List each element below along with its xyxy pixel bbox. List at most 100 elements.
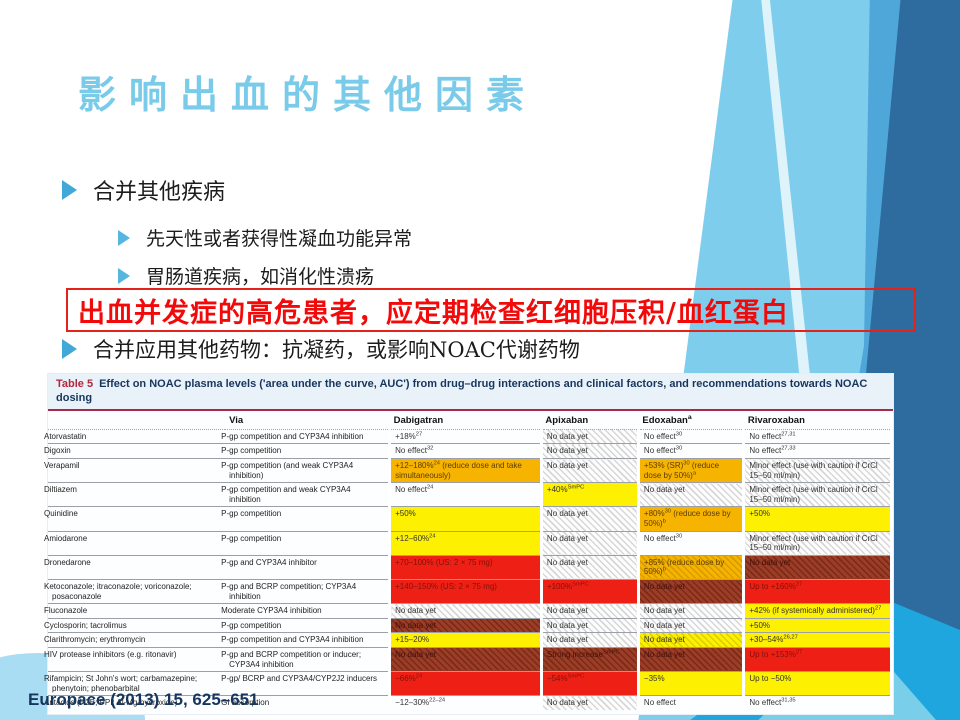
table-cell: No data yet (388, 617, 543, 633)
sub-bullet-coagulation: 先天性或者获得性凝血功能异常 (118, 224, 412, 251)
table-caption-label: Table 5 (56, 378, 94, 390)
bullet-arrow-icon (118, 229, 130, 246)
table-cell: No effect30 (636, 443, 746, 459)
table-row: Ketoconazole; itraconazole; voriconazole… (44, 579, 893, 604)
table-cell: P-gp competition and CYP3A4 inhibition (221, 431, 364, 441)
table-cell: No data yet (539, 506, 640, 532)
table-cell: No data yet (539, 429, 640, 444)
table-cell: P-gp competition and CYP3A4 inhibition (221, 632, 390, 648)
table-cell: P-gp competition and weak CYP3A4 inhibit… (221, 482, 390, 507)
table-cell: −35% (636, 671, 746, 696)
table-cell: P-gp competition (and weak CYP3A4 inhibi… (221, 458, 390, 483)
table-cell: +70–100% (US: 2 × 75 mg) (388, 554, 543, 580)
table-cell: No data yet (636, 579, 746, 604)
noac-interaction-table: Via Dabigatran Apixaban Edoxabana Rivaroxaba… (44, 410, 893, 710)
table-cell: No effect30 (636, 429, 746, 444)
table-cell: Verapamil (44, 458, 226, 483)
table-cell: No data yet (742, 554, 893, 580)
table-caption: Table 5 Effect on NOAC plasma levels ('ar… (48, 374, 893, 411)
table-cell: No effect (636, 695, 746, 710)
bullet-arrow-icon (62, 180, 77, 200)
table-cell: Amiodarone (44, 530, 226, 556)
table-row: Cyclosporin; tacrolimus P-gp competition N… (44, 617, 893, 633)
table-cell: No data yet (636, 632, 746, 648)
column-header: Apixaban (541, 410, 639, 430)
column-header: Edoxabana (638, 410, 744, 430)
table-cell: +12–60%24 (388, 530, 543, 556)
table-cell: P-gp competition (221, 443, 390, 459)
column-header: Rivaroxaban (743, 410, 892, 430)
alert-text: 出血并发症的高危患者，应定期检查红细胞压积/血红蛋白 (78, 297, 789, 329)
table-cell: No data yet (388, 646, 543, 672)
bullet-arrow-icon (62, 339, 77, 359)
table-cell: +50% (388, 506, 543, 532)
table-cell: Minor effect (use with caution if CrCl 1… (742, 530, 893, 556)
table-header-row: Via Dabigatran Apixaban Edoxabana Rivaroxaba… (48, 410, 892, 430)
table-cell: Atorvastatin (44, 431, 87, 441)
table-cell: GI absorption (221, 695, 390, 710)
table-cell: Quinidine (44, 506, 226, 532)
column-header (48, 410, 226, 430)
table-cell: Up to −50% (742, 671, 893, 696)
table-cell: Clarithromycin; erythromycin (44, 632, 226, 648)
table-cell: No effect27,31 (742, 429, 893, 444)
table-cell: P-gp competition (221, 506, 390, 532)
table-cell: +40%SmPC (539, 482, 640, 507)
table-cell: +80%30 (reduce dose by 50%)b (636, 506, 746, 532)
table-cell: Minor effect (use with caution if CrCl 1… (742, 482, 893, 507)
bullet-text: 先天性或者获得性凝血功能异常 (146, 228, 413, 250)
bullet-text: 合并应用其他药物：抗凝药，或影响NOAC代谢药物 (93, 338, 580, 362)
table-row: Quinidine P-gp competition +50% No data yet… (44, 506, 893, 532)
table-cell: +42% (if systemically administered)27 (742, 603, 893, 619)
bullet-text: 合并其他疾病 (93, 180, 226, 205)
table-cell: Dronedarone (44, 554, 226, 580)
table-cell: No data yet (539, 603, 640, 619)
table-cell: No data yet (539, 554, 640, 580)
table-row: Dronedarone P-gp and CYP3A4 inhibitor +70–… (44, 554, 893, 580)
bullet-comedication: 合并应用其他药物：抗凝药，或影响NOAC代谢药物 (62, 334, 580, 364)
slide-title: 影响出血的其他因素 (78, 75, 538, 117)
table-cell: No data yet (539, 530, 640, 556)
table-cell: +85% (reduce dose by 50%)b (636, 554, 746, 580)
table-cell: +30–54%26,27 (742, 632, 893, 648)
table-cell: Strong increaseSmPC (539, 646, 640, 672)
table-cell: No data yet (539, 458, 640, 483)
column-header: Via (225, 410, 390, 430)
bullet-text: 胃肠道疾病，如消化性溃疡 (146, 266, 375, 288)
alert-box: 出血并发症的高危患者，应定期检查红细胞压积/血红蛋白 (66, 288, 916, 332)
table-row: Amiodarone P-gp competition +12–60%24 No da… (44, 530, 893, 556)
table-row: Clarithromycin; erythromycin P-gp competi… (44, 632, 893, 648)
table-cell: Cyclosporin; tacrolimus (44, 617, 226, 633)
table-cell: Up to +160%27 (742, 579, 893, 604)
table-cell: P-gp and BCRP competition or inducer; CY… (221, 646, 390, 672)
table-cell: P-gp competition (221, 617, 390, 633)
table-cell: No effect30 (636, 530, 746, 556)
column-header: Dabigatran (389, 410, 542, 430)
bullet-arrow-icon (118, 267, 130, 284)
table-cell: No data yet (388, 603, 543, 619)
table-cell: Digoxin (44, 443, 226, 459)
citation: Europace (2013) 15, 625–651 (28, 690, 259, 709)
table-cell: No effect24 (388, 482, 543, 507)
table-cell: No data yet (539, 443, 640, 459)
table-cell: No data yet (539, 695, 640, 710)
table-cell: +140–150% (US: 2 × 75 mg) (388, 579, 543, 604)
table-cell: +53% (SR)30 (reduce dose by 50%)a (636, 458, 746, 483)
table-cell: No data yet (636, 646, 746, 672)
table-cell: P-gp/ BCRP and CYP3A4/CYP2J2 inducers (221, 671, 390, 696)
table-row: Digoxin P-gp competition No effect32 No dat… (44, 443, 893, 459)
table-cell: HIV protease inhibitors (e.g. ritonavir) (44, 646, 226, 672)
table-cell: +15–20% (388, 632, 543, 648)
table-cell: Moderate CYP3A4 inhibition (221, 603, 390, 619)
table-cell: No effect32 (388, 443, 543, 459)
table-cell: P-gp and CYP3A4 inhibitor (221, 554, 390, 580)
table-row: Diltiazem P-gp competition and weak CYP3A… (44, 482, 893, 507)
table-cell: No data yet (636, 617, 746, 633)
table-cell: −66%24 (388, 671, 543, 696)
table-cell: P-gp and BCRP competition; CYP3A4 inhibi… (221, 579, 390, 604)
table-cell: Fluconazole (44, 603, 226, 619)
table-cell: No effect27,33 (742, 443, 893, 459)
table-cell: +100%SmPC (539, 579, 640, 604)
sub-bullet-gi-disease: 胃肠道疾病，如消化性溃疡 (118, 262, 374, 289)
